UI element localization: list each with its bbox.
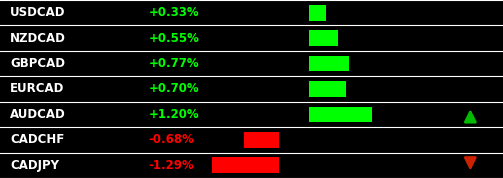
Text: +0.33%: +0.33% — [148, 6, 199, 19]
Text: CADCHF: CADCHF — [10, 133, 64, 146]
Text: +1.20%: +1.20% — [148, 108, 199, 121]
Bar — [309, 5, 326, 21]
Bar — [309, 56, 350, 71]
Bar — [309, 81, 346, 97]
Text: EURCAD: EURCAD — [10, 82, 64, 96]
Bar — [309, 30, 338, 46]
Text: +0.55%: +0.55% — [148, 32, 199, 45]
Text: USDCAD: USDCAD — [10, 6, 65, 19]
Text: +0.70%: +0.70% — [148, 82, 199, 96]
Text: CADJPY: CADJPY — [10, 159, 59, 172]
Bar — [244, 132, 279, 148]
Text: -1.29%: -1.29% — [148, 159, 194, 172]
Text: -0.68%: -0.68% — [148, 133, 194, 146]
Text: GBPCAD: GBPCAD — [10, 57, 65, 70]
Bar — [212, 157, 279, 173]
Text: +0.77%: +0.77% — [148, 57, 199, 70]
Text: NZDCAD: NZDCAD — [10, 32, 66, 45]
Text: AUDCAD: AUDCAD — [10, 108, 66, 121]
Bar — [309, 107, 372, 122]
